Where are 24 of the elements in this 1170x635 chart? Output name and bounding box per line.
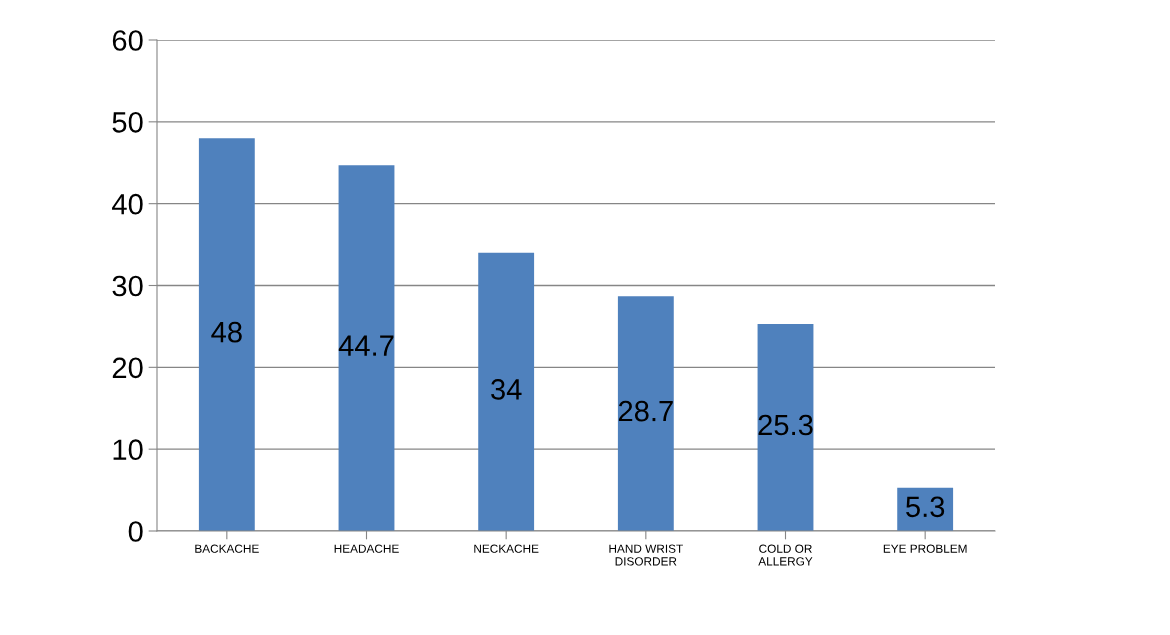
bar [198,138,255,531]
y-tick-label: 40 [112,193,143,215]
y-tick-label: 0 [128,521,143,542]
x-tick-label: HAND WRIST DISORDER [609,544,683,566]
bar [617,296,674,531]
x-tick-label: BACKACHE [195,544,259,553]
x-tick-label: EYE PROBLEM [883,544,967,553]
data-label: 25.3 [758,414,813,436]
x-tick-label: HEADACHE [334,544,399,553]
y-tick-label: 60 [112,30,143,51]
bar [478,252,535,531]
data-label: 48 [211,321,242,343]
x-tick-label: NECKACHE [474,544,539,553]
y-tick-label: 50 [112,112,143,133]
bar [338,165,395,531]
y-tick-label: 10 [113,439,143,461]
data-label: 34 [491,379,522,400]
y-tick-label: 30 [112,275,143,297]
y-tick-label: 20 [112,357,143,379]
x-tick-label: COLD OR ALLERGY [758,544,813,566]
bar [757,323,814,531]
data-label: 28.7 [618,400,673,422]
data-label: 5.3 [906,496,945,518]
data-label: 44.7 [338,335,394,356]
